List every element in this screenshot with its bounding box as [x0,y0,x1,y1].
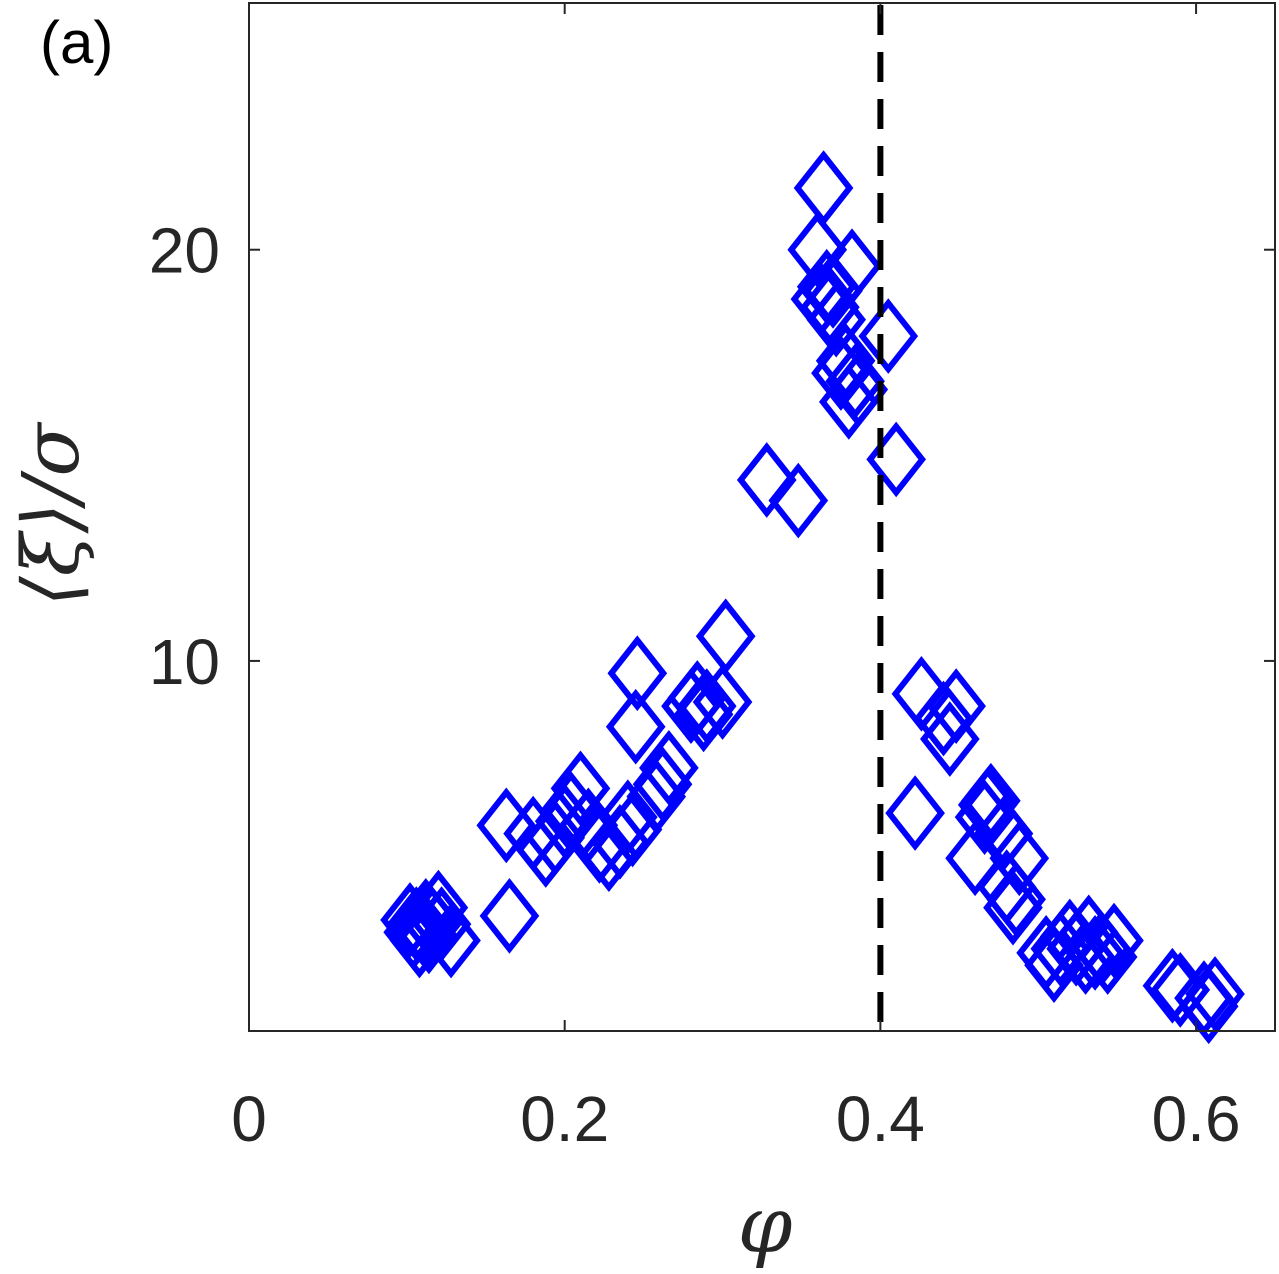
data-point-44 [806,281,867,358]
x-tick-label: 0.6 [1152,1083,1241,1155]
y-tick-label: 20 [149,215,220,287]
data-point-61 [961,762,1021,839]
x-axis-label: φ [738,1181,793,1271]
data-point-66 [989,820,1050,897]
data-point-43 [803,252,863,329]
data-point-8 [408,869,469,946]
data-point-18 [550,750,611,827]
data-point-58 [945,820,1005,897]
data-markers [380,150,1245,1045]
data-point-15 [525,799,586,876]
data-point-57 [926,668,986,744]
data-point-6 [399,898,459,975]
data-point-77 [1084,902,1144,979]
data-point-50 [828,351,889,428]
data-point-25 [605,688,666,765]
data-point-46 [815,322,876,399]
y-tick-label: 10 [149,626,220,698]
x-tick-label: 0.2 [520,1083,609,1155]
data-point-36 [736,442,797,518]
plot-area-frame [248,2,1276,1032]
data-point-51 [858,298,919,374]
data-point-34 [692,664,753,740]
data-point-22 [590,804,650,880]
x-tick-label: 0 [231,1083,267,1155]
data-point-10 [421,902,481,979]
data-point-33 [676,668,737,744]
data-point-11 [479,878,540,954]
data-point-55 [913,680,974,757]
data-point-37 [768,462,829,539]
data-point-53 [885,775,945,851]
axis-ticks: 0 0.2 0.4 0.6 10 20 [149,3,1275,1155]
data-point-35 [695,598,756,675]
data-point-23 [598,779,658,856]
data-point-65 [986,861,1046,938]
data-point-78 [1142,947,1203,1024]
data-point-29 [639,729,699,806]
data-point-17 [541,771,601,847]
y-axis-label: ⟨ξ⟩/σ [7,422,97,607]
data-point-48 [822,228,882,305]
data-point-40 [793,150,854,226]
x-tick-label: 0.4 [836,1083,925,1155]
panel-label: (a) [40,9,113,76]
data-point-26 [607,635,668,712]
data-point-82 [1185,956,1245,1032]
